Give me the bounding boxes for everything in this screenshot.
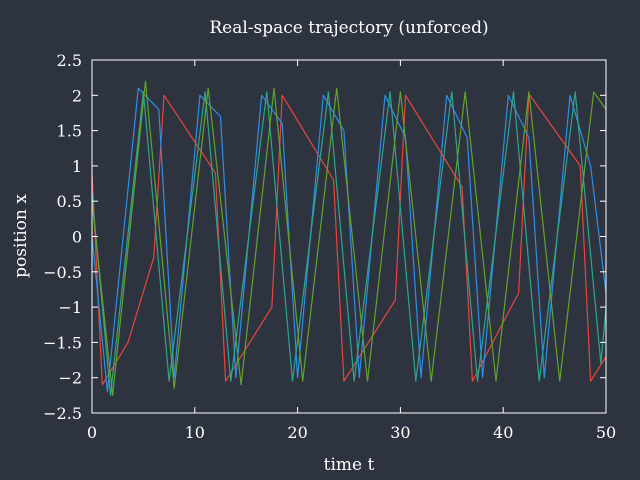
y-tick-label: −1.5 xyxy=(43,333,82,352)
y-tick-label: 1.5 xyxy=(57,122,82,141)
tick-layer: 0 10 20 30 40 50 −2.5 −2 −1.5 −1 −0.5 0 0.5 1 1.5 2 2.5 xyxy=(43,51,616,442)
y-tick-label: −2.5 xyxy=(43,404,82,423)
plot-area-frame xyxy=(91,59,607,414)
y-tick-label: 0.5 xyxy=(57,192,82,211)
x-tick-label: 20 xyxy=(287,423,307,442)
x-tick-label: 50 xyxy=(596,423,616,442)
y-tick-label: 1 xyxy=(72,157,82,176)
series-line-2 xyxy=(91,87,607,393)
y-tick-label: −0.5 xyxy=(43,263,82,282)
x-tick-label: 10 xyxy=(185,423,205,442)
y-tick-label: −2 xyxy=(58,369,82,388)
series-layer xyxy=(91,80,607,396)
x-tick-label: 40 xyxy=(493,423,513,442)
chart-title: Real-space trajectory (unforced) xyxy=(209,18,488,38)
y-tick-label: 0 xyxy=(72,228,82,247)
y-tick-label: 2.5 xyxy=(57,51,82,70)
series-line-4 xyxy=(91,80,607,396)
y-tick-label: −1 xyxy=(58,298,82,317)
x-axis-label: time t xyxy=(324,455,375,475)
y-axis-label: position x xyxy=(11,194,31,278)
y-tick-label: 2 xyxy=(72,86,82,105)
x-tick-label: 0 xyxy=(87,423,97,442)
series-line-3 xyxy=(91,91,607,396)
x-tick-label: 30 xyxy=(390,423,410,442)
